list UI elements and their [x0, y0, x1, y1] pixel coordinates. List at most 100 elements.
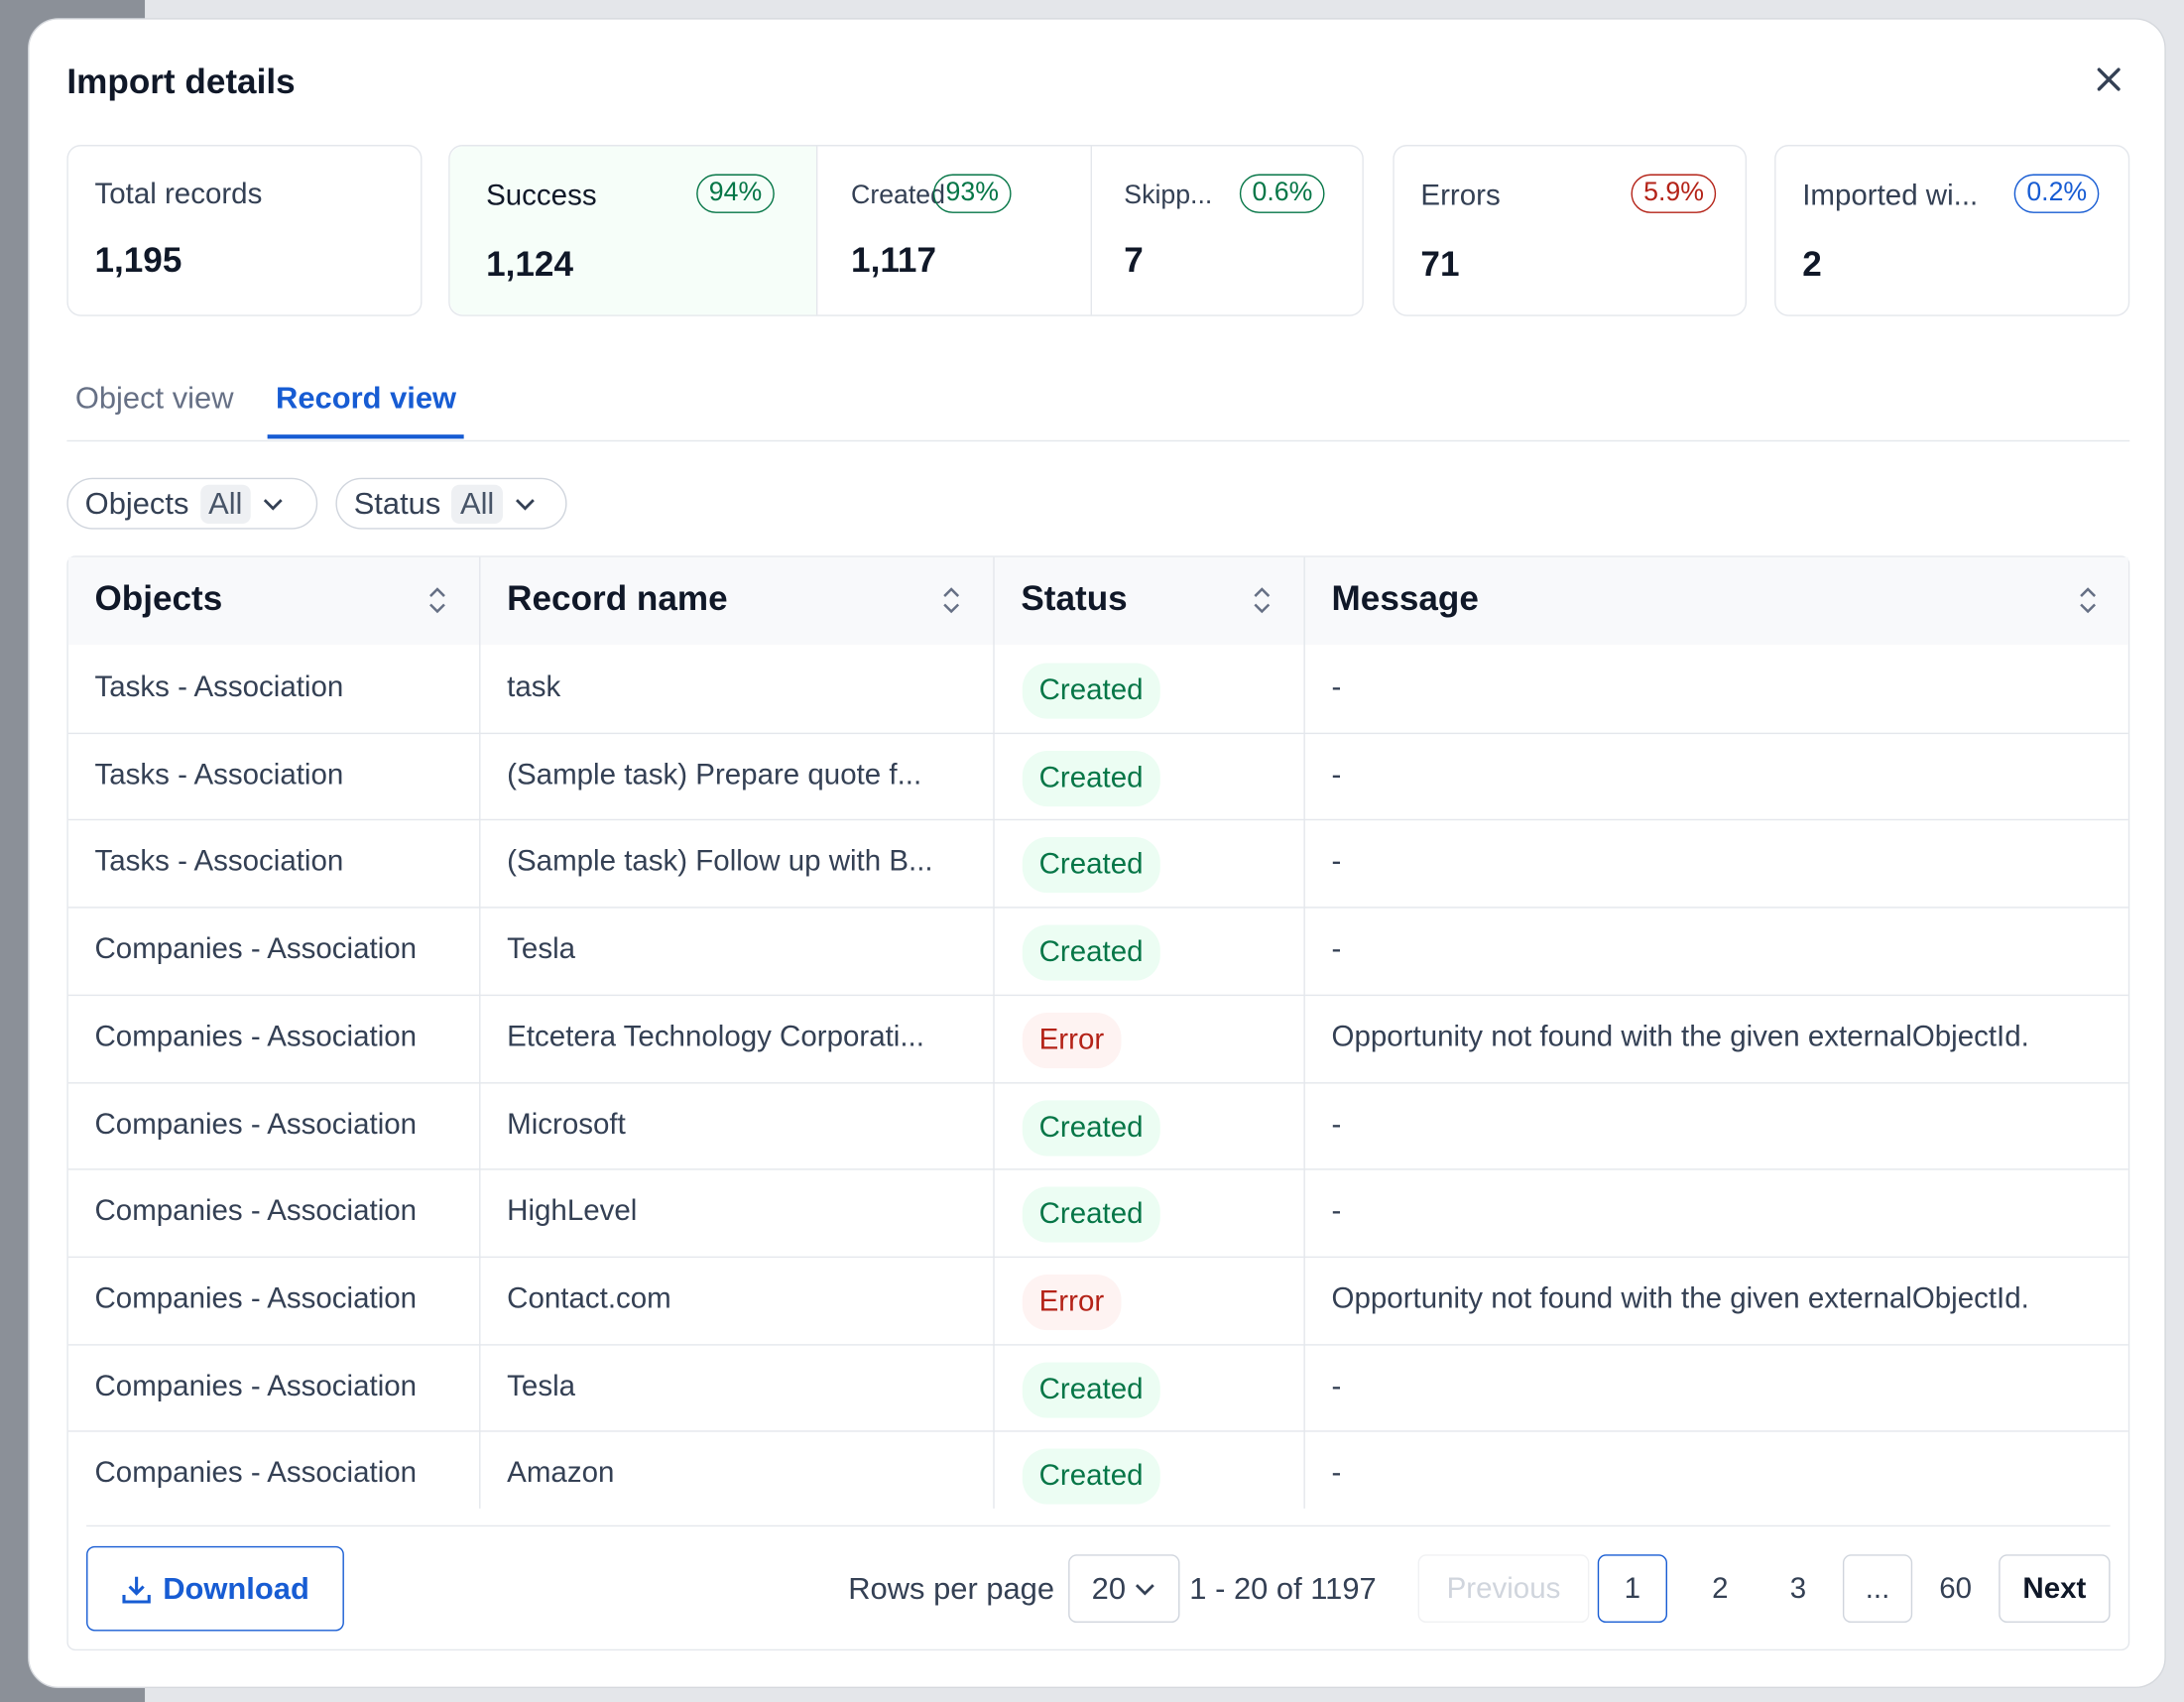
page-button[interactable]: ... — [1842, 1554, 1913, 1624]
status-pill: Created — [1022, 750, 1160, 806]
download-button[interactable]: Download — [86, 1545, 344, 1632]
page-range: 1 - 20 of 1197 — [1189, 1571, 1377, 1607]
table-cell: (Sample task) Follow up with B... — [507, 845, 933, 879]
stat-badge: 0.6% — [1239, 174, 1325, 213]
column-divider — [479, 556, 481, 1509]
sort-icon[interactable] — [427, 586, 447, 614]
status-pill: Created — [1022, 1448, 1160, 1506]
table-cell: - — [1331, 1370, 1342, 1402]
column-header[interactable]: Record name — [507, 579, 728, 619]
stat-label: Skipp... — [1124, 181, 1213, 211]
filter-value: All — [199, 484, 251, 524]
table-cell: - — [1331, 1457, 1342, 1490]
page-button[interactable]: 2 — [1712, 1571, 1729, 1605]
table-cell: Companies - Association — [94, 1370, 418, 1402]
previous-button[interactable]: Previous — [1417, 1554, 1590, 1624]
stat-value: 1,117 — [851, 240, 936, 281]
rows-per-page-select[interactable]: 20 — [1068, 1554, 1180, 1624]
chevron-icon — [1134, 1582, 1155, 1596]
page-button[interactable]: 1 — [1597, 1554, 1667, 1624]
sort-icon[interactable] — [1253, 586, 1273, 614]
success-highlight — [449, 146, 816, 315]
chevron-icon — [262, 497, 284, 511]
table-cell: Opportunity not found with the given ext… — [1331, 1282, 2029, 1315]
table-cell: Companies - Association — [94, 933, 418, 966]
stat-badge: 94% — [696, 174, 775, 213]
stat-badge: 0.2% — [2013, 174, 2100, 213]
page-button[interactable]: 3 — [1789, 1571, 1807, 1605]
tab[interactable]: Record view — [276, 380, 457, 416]
row-divider — [67, 907, 2128, 909]
stat-value: 1,124 — [486, 245, 573, 285]
sort-icon-svg — [2080, 587, 2097, 614]
table-header — [67, 556, 2128, 646]
tab-underline — [267, 434, 464, 439]
table-cell: Tasks - Association — [94, 670, 344, 704]
import-dialog: Import details Total records 1,195 Success 9… — [28, 18, 2166, 1689]
table-cell: Tasks - Association — [94, 845, 344, 879]
column-header[interactable]: Objects — [94, 579, 223, 619]
table-cell: Tesla — [507, 933, 576, 966]
table-cell: task — [507, 670, 561, 704]
stat-card — [1774, 145, 2130, 316]
table-cell: Companies - Association — [94, 1282, 418, 1315]
chevron-svg — [515, 498, 535, 510]
column-divider — [993, 556, 995, 1509]
table-cell: HighLevel — [507, 1195, 638, 1228]
table-cell: - — [1331, 1195, 1342, 1228]
chevron-svg — [263, 498, 283, 510]
table-cell: - — [1331, 845, 1342, 879]
stat-label: Success — [486, 180, 597, 212]
page-button[interactable]: 60 — [1939, 1571, 1973, 1605]
footer-divider — [86, 1524, 2111, 1527]
sort-icon[interactable] — [941, 586, 961, 614]
chevron-svg — [1136, 1583, 1155, 1595]
column-header[interactable]: Message — [1331, 579, 1479, 619]
status-pill: Created — [1022, 837, 1160, 894]
stat-badge: 5.9% — [1631, 174, 1717, 213]
filter-label: Objects — [84, 485, 189, 521]
stat-value: 1,195 — [94, 240, 182, 281]
status-pill: Created — [1022, 1361, 1160, 1418]
table-frame — [66, 555, 2130, 1651]
stat-label: Errors — [1420, 180, 1501, 212]
divider — [1090, 146, 1093, 315]
divider — [815, 146, 818, 315]
dialog-title: Import details — [66, 62, 296, 102]
stat-badge: 93% — [932, 174, 1012, 213]
tab[interactable]: Object view — [74, 380, 234, 416]
stat-value: 7 — [1124, 240, 1144, 281]
table-cell: Companies - Association — [94, 1021, 418, 1053]
row-divider — [67, 1430, 2128, 1433]
close-button-svg — [2097, 67, 2121, 91]
tabs-divider — [66, 439, 2130, 442]
table-cell: - — [1331, 670, 1342, 704]
row-divider — [67, 819, 2128, 821]
table-cell: (Sample task) Prepare quote f... — [507, 758, 922, 791]
table-cell: Companies - Association — [94, 1457, 418, 1490]
stat-value: 71 — [1420, 245, 1460, 285]
stat-label: Total records — [94, 178, 263, 211]
column-header[interactable]: Status — [1021, 579, 1128, 619]
status-pill: Error — [1022, 1274, 1122, 1330]
table-cell: - — [1331, 1108, 1342, 1141]
row-divider — [67, 1343, 2128, 1346]
close-button[interactable] — [2095, 65, 2123, 93]
stat-value: 2 — [1802, 245, 1822, 285]
table-cell: - — [1331, 758, 1342, 791]
filter-value: All — [451, 484, 503, 524]
next-button[interactable]: Next — [1999, 1554, 2111, 1624]
stat-label: Created — [851, 181, 945, 211]
filter-label: Status — [353, 485, 441, 521]
row-divider — [67, 732, 2128, 734]
filter-dropdown[interactable]: Objects All — [66, 477, 318, 530]
filter-dropdown[interactable]: Status All — [335, 477, 567, 530]
sort-icon-svg — [1254, 587, 1271, 614]
row-divider — [67, 1081, 2128, 1083]
status-pill: Created — [1022, 663, 1160, 719]
sort-icon[interactable] — [2078, 586, 2098, 614]
table-cell: Companies - Association — [94, 1195, 418, 1228]
table-cell: Contact.com — [507, 1282, 671, 1315]
